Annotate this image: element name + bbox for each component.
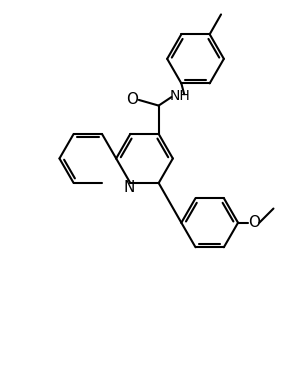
Text: NH: NH	[170, 89, 190, 103]
Text: O: O	[248, 215, 260, 230]
Text: N: N	[123, 180, 135, 195]
Text: O: O	[126, 93, 138, 108]
